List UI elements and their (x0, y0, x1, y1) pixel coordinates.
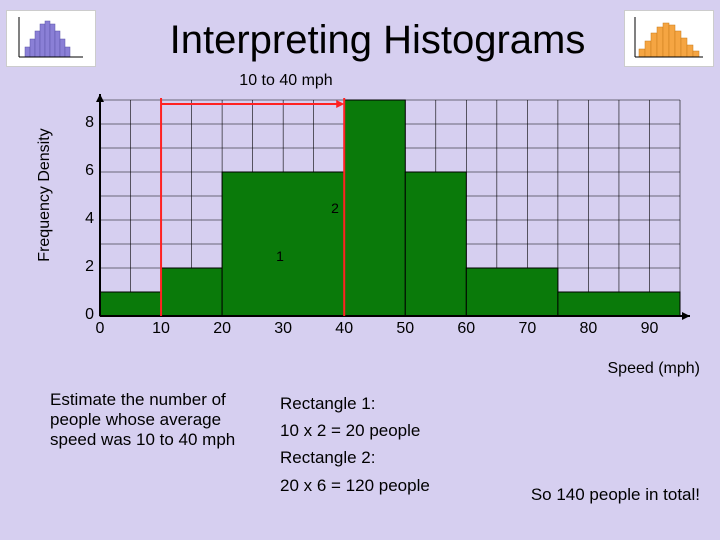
thumbnail-left (6, 10, 96, 67)
x-tick: 50 (390, 320, 420, 338)
x-axis-label: Speed (mph) (608, 360, 701, 378)
plot-area: 10 to 40 mph 02468 0102030405060708090 1… (100, 100, 680, 336)
page-title: Interpreting Histograms (105, 18, 650, 63)
x-tick: 40 (329, 320, 359, 338)
answer-text: So 140 people in total! (500, 485, 700, 505)
x-tick: 30 (268, 320, 298, 338)
y-tick: 8 (72, 114, 94, 132)
histogram-chart: Frequency Density 10 to 40 mph 02468 010… (30, 96, 700, 336)
x-tick: 20 (207, 320, 237, 338)
y-tick: 6 (72, 162, 94, 180)
x-tick: 0 (85, 320, 115, 338)
bar-annotation-1: 1 (265, 248, 295, 264)
calc-line-4: 20 x 6 = 120 people (280, 472, 520, 499)
highlight-range-label: 10 to 40 mph (226, 72, 346, 90)
x-tick: 80 (573, 320, 603, 338)
question-text: Estimate the number of people whose aver… (50, 390, 260, 450)
calc-line-1: Rectangle 1: (280, 390, 520, 417)
calculation-block: Rectangle 1: 10 x 2 = 20 people Rectangl… (280, 390, 520, 499)
calc-line-2: 10 x 2 = 20 people (280, 417, 520, 444)
calc-line-3: Rectangle 2: (280, 444, 520, 471)
y-tick: 2 (72, 258, 94, 276)
x-tick: 10 (146, 320, 176, 338)
x-tick: 90 (634, 320, 664, 338)
bar-annotation-2: 2 (320, 200, 350, 216)
explanation-section: Estimate the number of people whose aver… (50, 390, 700, 530)
x-tick: 70 (512, 320, 542, 338)
x-tick: 60 (451, 320, 481, 338)
y-tick: 4 (72, 210, 94, 228)
y-axis-label: Frequency Density (36, 120, 54, 270)
